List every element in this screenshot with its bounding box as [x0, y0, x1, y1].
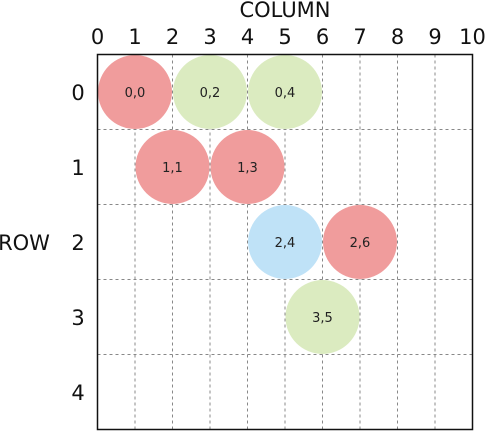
column-label: 3 [203, 25, 216, 49]
column-label: 8 [391, 25, 404, 49]
grid-frame [96, 53, 474, 431]
row-labels: 0 1 2 3 4 [71, 81, 84, 405]
column-label: 2 [166, 25, 179, 49]
node-circle-1-3 [210, 130, 285, 204]
node-label: 2,6 [350, 236, 371, 251]
column-axis-title: COLUMN [239, 0, 330, 22]
column-label: 9 [428, 25, 441, 49]
column-label: 1 [128, 25, 141, 49]
column-label: 10 [459, 25, 486, 49]
node-label: 1,3 [237, 161, 258, 176]
row-label: 4 [71, 381, 84, 405]
node-circle-0-2 [173, 55, 247, 129]
node-label: 0,4 [275, 86, 296, 101]
node-circle-2-4 [248, 205, 322, 279]
row-label: 2 [71, 231, 84, 255]
node-label: 2,4 [275, 236, 296, 251]
column-label: 0 [91, 25, 104, 49]
node-circle-0-4 [248, 55, 322, 129]
row-axis-title: ROW [0, 231, 50, 255]
node-label: 0,0 [125, 86, 146, 101]
column-label: 6 [316, 25, 329, 49]
row-label: 1 [71, 156, 84, 180]
row-label: 3 [71, 306, 84, 330]
column-labels: 0 1 2 3 4 5 6 7 8 9 10 [91, 25, 486, 49]
node-circle-0-0 [98, 55, 172, 129]
node-circle-3-5 [285, 280, 360, 354]
node-label: 3,5 [312, 311, 333, 326]
column-label: 7 [353, 25, 366, 49]
row-label: 0 [71, 81, 84, 105]
node-label: 0,2 [200, 86, 221, 101]
node-circle-2-6 [323, 205, 397, 279]
node-label: 1,1 [162, 161, 183, 176]
node-circle-1-1 [135, 130, 210, 204]
nodes: 0,0 0,2 0,4 1,1 1,3 2,4 2,6 3,5 [98, 55, 397, 354]
column-label: 4 [241, 25, 254, 49]
column-label: 5 [278, 25, 291, 49]
